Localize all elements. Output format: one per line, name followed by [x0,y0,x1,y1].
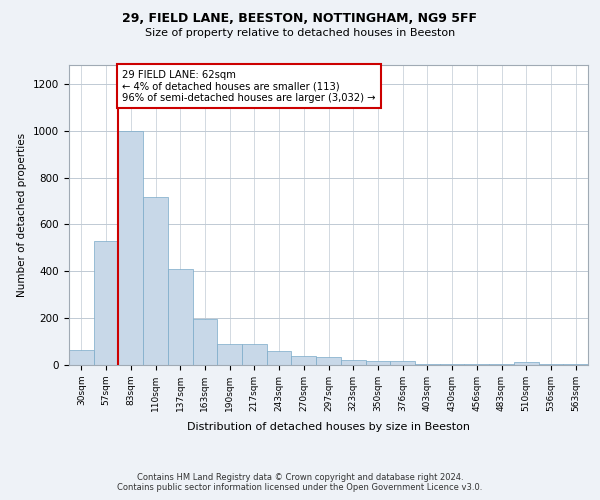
Bar [168,269,193,365]
Bar [390,361,415,365]
Bar [292,356,316,365]
Bar [563,364,588,365]
Bar [341,360,365,365]
Bar [267,352,292,365]
Text: Size of property relative to detached houses in Beeston: Size of property relative to detached ho… [145,28,455,38]
Y-axis label: Number of detached properties: Number of detached properties [17,133,28,297]
Bar [514,362,539,365]
Bar [415,364,440,365]
Bar [316,358,341,365]
Text: Contains HM Land Registry data © Crown copyright and database right 2024.: Contains HM Land Registry data © Crown c… [137,472,463,482]
Bar [193,318,217,365]
Bar [440,364,464,365]
Bar [242,344,267,365]
Bar [217,344,242,365]
Bar [69,350,94,365]
Bar [489,364,514,365]
Bar [539,364,563,365]
Text: Contains public sector information licensed under the Open Government Licence v3: Contains public sector information licen… [118,482,482,492]
Bar [365,361,390,365]
Bar [464,364,489,365]
Text: Distribution of detached houses by size in Beeston: Distribution of detached houses by size … [187,422,470,432]
Text: 29 FIELD LANE: 62sqm
← 4% of detached houses are smaller (113)
96% of semi-detac: 29 FIELD LANE: 62sqm ← 4% of detached ho… [122,70,376,102]
Text: 29, FIELD LANE, BEESTON, NOTTINGHAM, NG9 5FF: 29, FIELD LANE, BEESTON, NOTTINGHAM, NG9… [122,12,478,26]
Bar [118,130,143,365]
Bar [143,198,168,365]
Bar [94,242,118,365]
